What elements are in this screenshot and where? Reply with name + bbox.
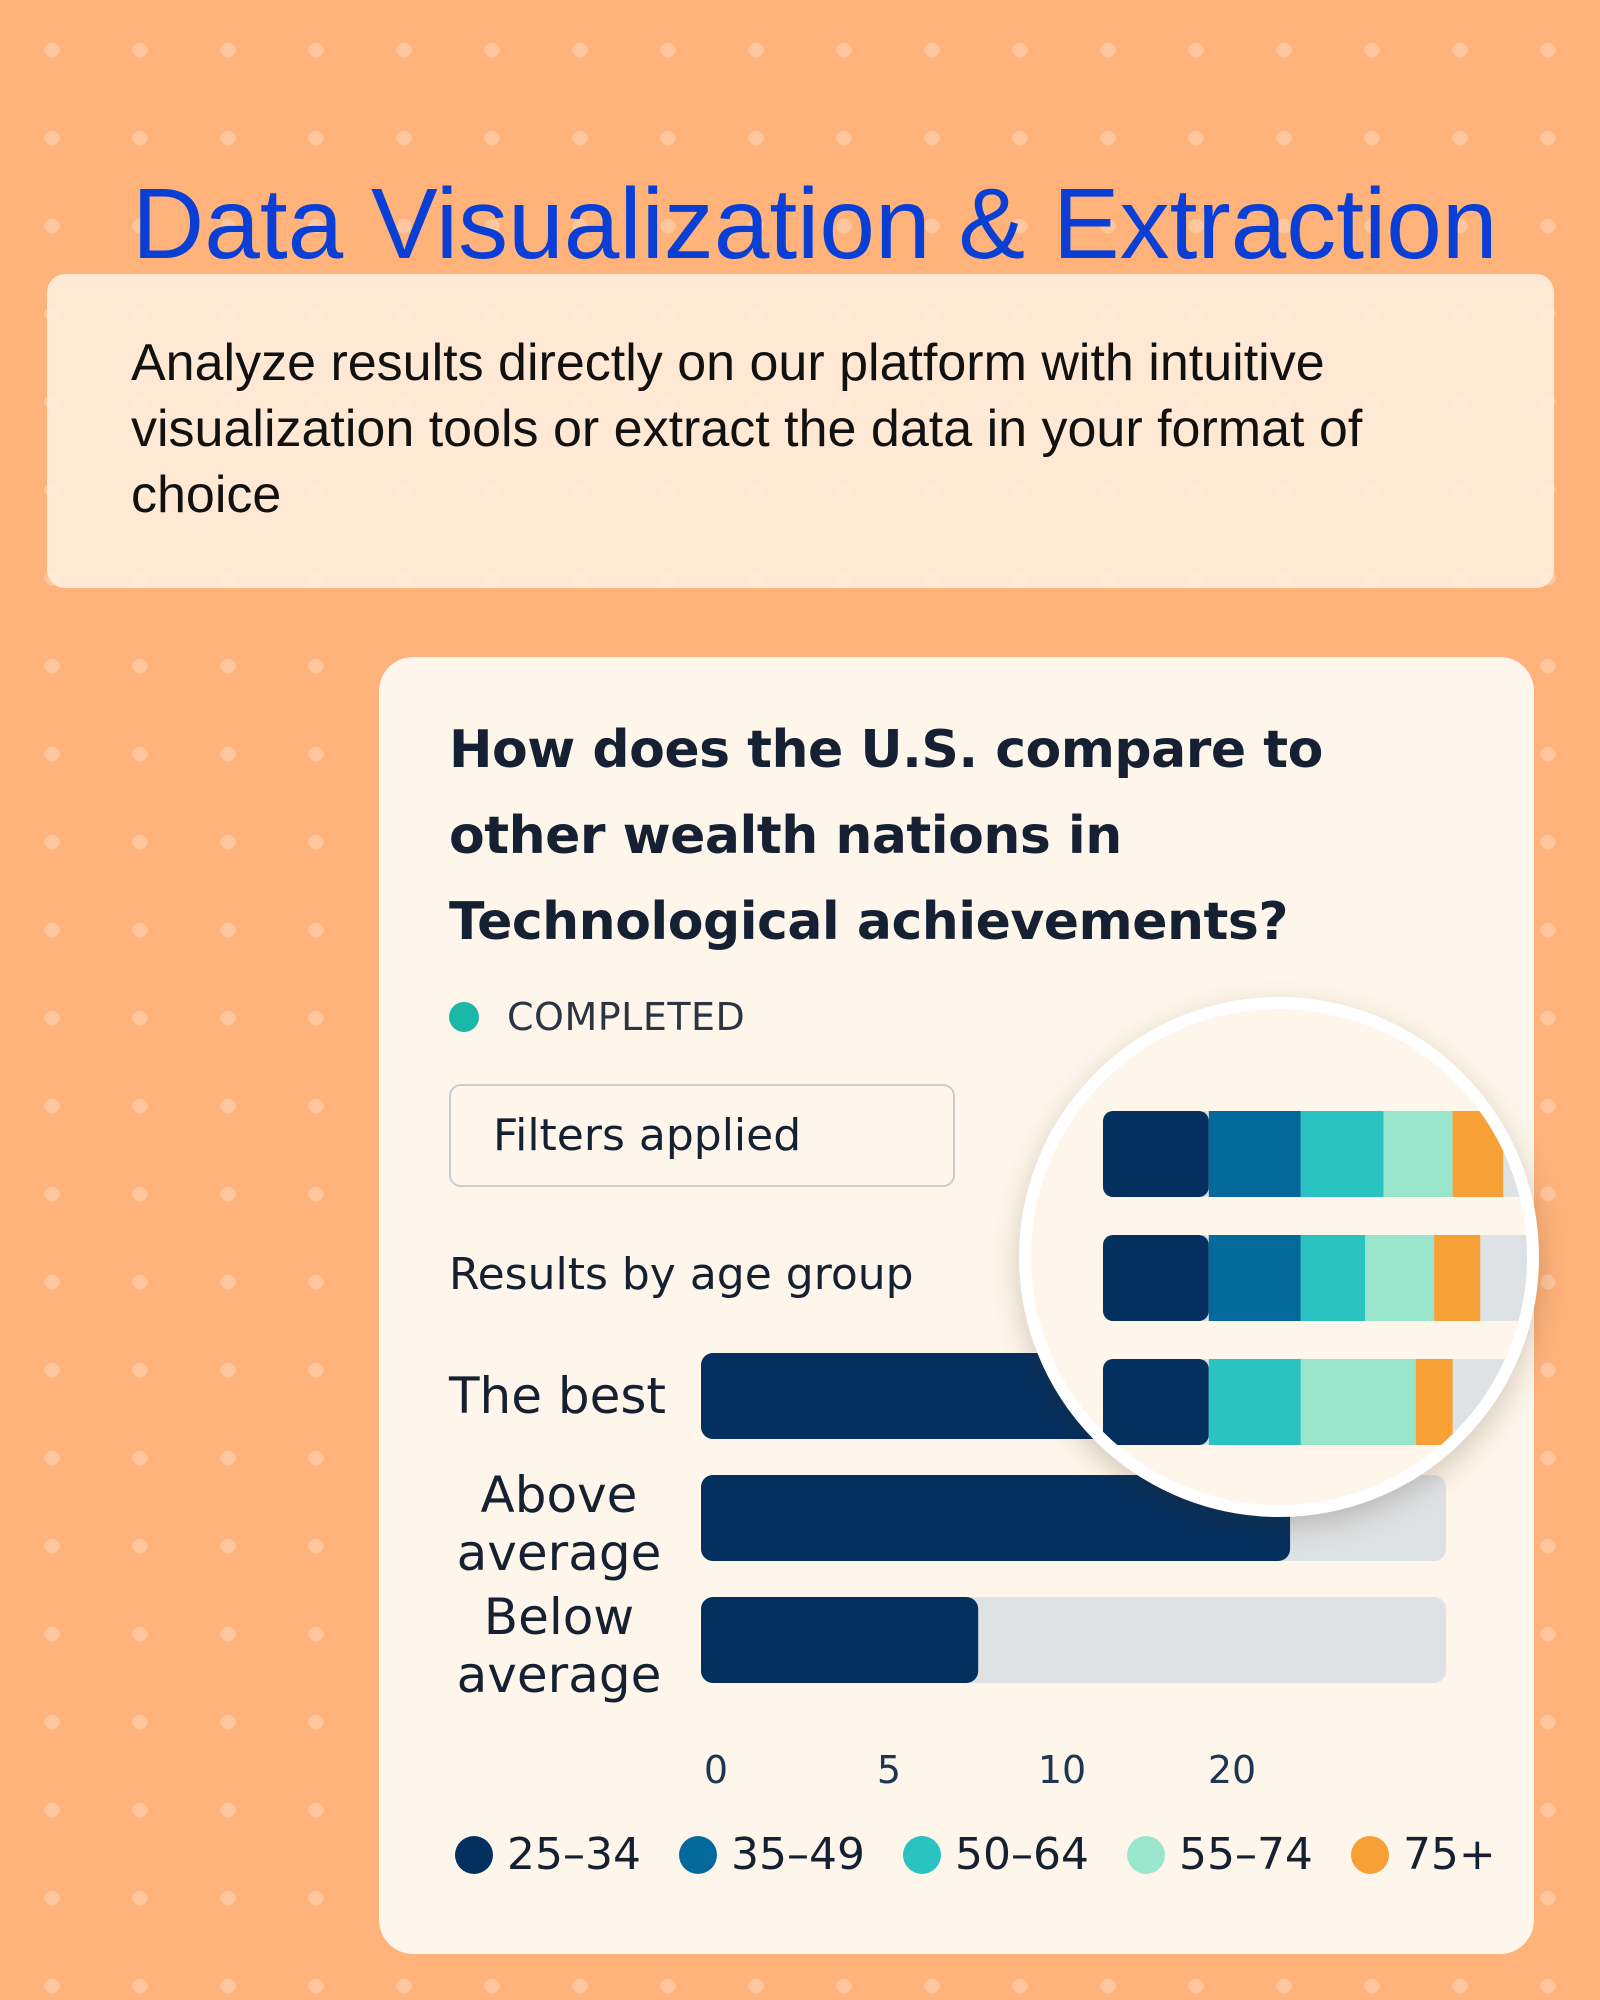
x-tick-label: 20: [1208, 1748, 1256, 1792]
status-text: COMPLETED: [507, 995, 746, 1039]
magnifier-lens: [1019, 997, 1539, 1517]
x-tick-label: 10: [1038, 1748, 1086, 1792]
legend-item: 50–64: [902, 1829, 1089, 1880]
stacked-segment: [1300, 1235, 1366, 1321]
stacked-bar-zoom: [1103, 1111, 1527, 1445]
legend-label: 75+: [1402, 1829, 1496, 1880]
chart-legend: 25–34 35–49 50–64 55–74 75+: [455, 1829, 1496, 1880]
stacked-segment: [1208, 1235, 1301, 1321]
stacked-bar-row: [1103, 1235, 1527, 1321]
category-label: Below average: [457, 1588, 662, 1704]
stacked-segment: [1365, 1235, 1435, 1321]
stacked-segment: [1300, 1359, 1416, 1445]
legend-item: 75+: [1350, 1829, 1496, 1880]
question-title: How does the U.S. compare to other wealt…: [449, 720, 1323, 952]
stacked-segment: [1103, 1359, 1209, 1445]
legend-swatch: [1350, 1835, 1389, 1874]
survey-result-card: How does the U.S. compare to other wealt…: [379, 657, 1539, 1954]
stacked-bar-row: [1103, 1359, 1527, 1445]
legend-swatch: [678, 1835, 717, 1874]
status-dot-icon: [449, 1002, 479, 1032]
legend-swatch: [902, 1835, 941, 1874]
stacked-bar-row: [1103, 1111, 1527, 1197]
category-label: The best: [448, 1367, 666, 1425]
legend-item: 55–74: [1126, 1829, 1313, 1880]
legend-swatch: [1126, 1835, 1165, 1874]
bar-below-average: [701, 1597, 979, 1683]
legend-label: 25–34: [507, 1829, 641, 1880]
stacked-segment: [1208, 1359, 1301, 1445]
section-label: Results by age group: [449, 1249, 914, 1300]
legend-label: 55–74: [1178, 1829, 1313, 1880]
x-tick-label: 5: [877, 1748, 901, 1792]
legend-item: 25–34: [455, 1829, 641, 1880]
stacked-segment: [1300, 1111, 1384, 1197]
stacked-segment: [1103, 1235, 1209, 1321]
stacked-segment: [1452, 1111, 1504, 1197]
stacked-segment: [1415, 1359, 1453, 1445]
page-headline: Data Visualization & Extraction: [132, 168, 1498, 280]
legend-swatch: [455, 1835, 493, 1874]
status-indicator: COMPLETED: [449, 995, 745, 1039]
legend-item: 35–49: [678, 1829, 865, 1880]
x-tick-label: 0: [704, 1748, 728, 1792]
bar-above-average: [701, 1475, 1291, 1561]
stacked-segment: [1434, 1235, 1481, 1321]
stacked-segment: [1383, 1111, 1453, 1197]
intro-panel: Analyze results directly on our platform…: [47, 274, 1554, 588]
filters-button[interactable]: Filters applied: [449, 1084, 955, 1187]
stacked-segment: [1103, 1111, 1209, 1197]
filters-label: Filters applied: [493, 1110, 802, 1161]
intro-text: Analyze results directly on our platform…: [131, 334, 1363, 524]
legend-label: 35–49: [730, 1829, 865, 1880]
stacked-segment: [1208, 1111, 1301, 1197]
legend-label: 50–64: [954, 1829, 1089, 1880]
category-label: Above average: [457, 1466, 662, 1582]
